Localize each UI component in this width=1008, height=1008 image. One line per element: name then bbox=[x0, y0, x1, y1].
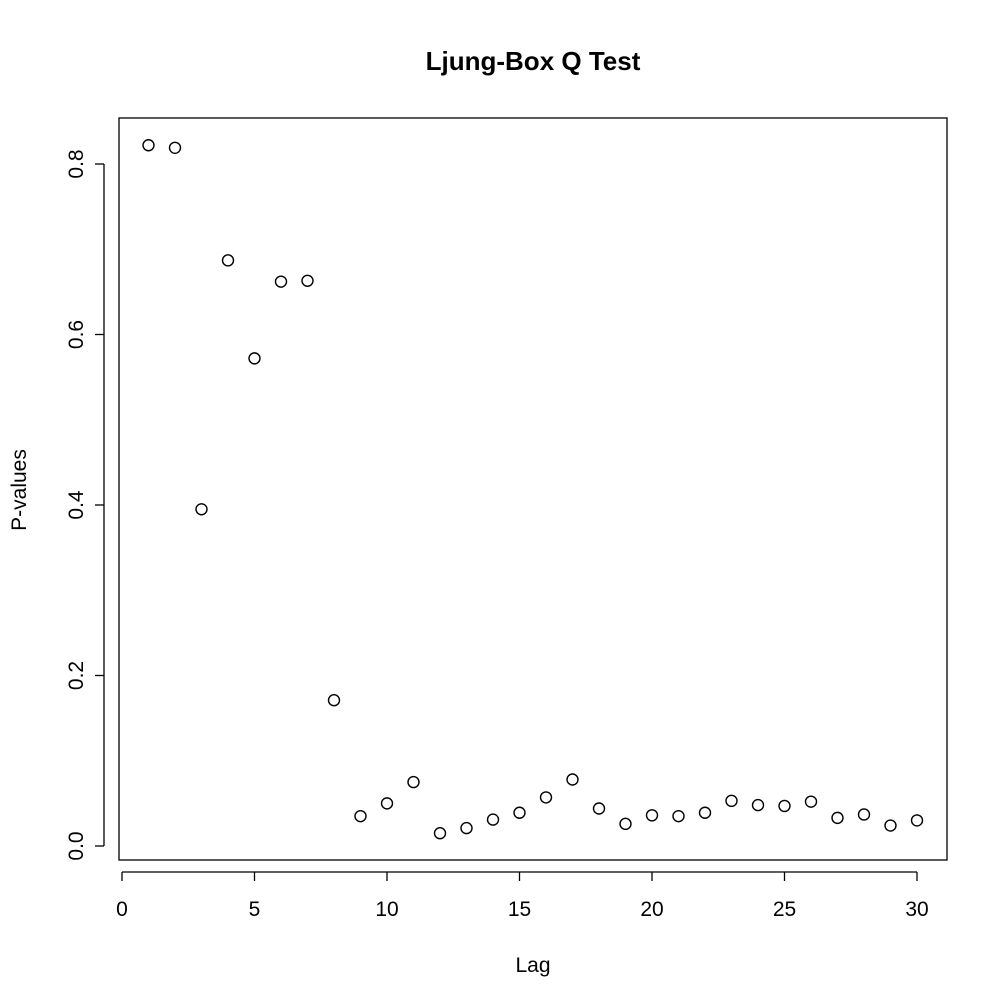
data-point bbox=[566, 773, 579, 786]
y-axis-label: P-values bbox=[8, 449, 31, 531]
data-point bbox=[486, 813, 500, 826]
y-tick-label: 0.4 bbox=[65, 490, 88, 520]
data-point bbox=[857, 808, 871, 821]
data-point bbox=[195, 503, 208, 516]
data-point bbox=[301, 274, 314, 287]
data-point bbox=[884, 819, 897, 832]
data-point bbox=[380, 797, 394, 810]
data-point bbox=[168, 141, 182, 155]
data-point bbox=[221, 254, 235, 267]
data-point bbox=[592, 802, 606, 815]
chart-title: Ljung-Box Q Test bbox=[426, 46, 641, 76]
x-tick-label: 15 bbox=[508, 898, 531, 921]
data-point bbox=[751, 798, 765, 812]
data-point bbox=[910, 814, 924, 827]
data-point bbox=[513, 806, 526, 819]
y-tick-label: 0.2 bbox=[65, 661, 88, 690]
data-point bbox=[778, 799, 791, 813]
data-point bbox=[645, 809, 659, 822]
x-tick-label: 5 bbox=[249, 898, 261, 921]
data-point bbox=[248, 352, 261, 365]
x-tick-label: 20 bbox=[640, 898, 663, 921]
data-point bbox=[619, 817, 632, 831]
y-axis: 0.0 0.2 0.4 0.6 0.8 bbox=[65, 149, 105, 861]
plot-frame bbox=[118, 117, 948, 861]
y-tick-label: 0.0 bbox=[65, 831, 88, 860]
data-point bbox=[725, 794, 738, 808]
data-point bbox=[831, 811, 844, 825]
x-axis-label: Lag bbox=[515, 954, 550, 977]
data-point bbox=[539, 791, 553, 804]
data-point bbox=[672, 809, 685, 823]
x-tick-label: 0 bbox=[116, 898, 128, 921]
data-point bbox=[433, 827, 447, 840]
y-tick-label: 0.6 bbox=[65, 320, 88, 349]
x-tick-label: 30 bbox=[905, 898, 928, 921]
data-point bbox=[354, 809, 367, 823]
x-axis: 0 5 10 15 20 25 30 bbox=[116, 871, 929, 921]
data-point bbox=[327, 694, 341, 707]
x-tick-label: 10 bbox=[375, 898, 398, 921]
data-point bbox=[804, 795, 818, 808]
data-point bbox=[407, 775, 420, 789]
data-point bbox=[698, 806, 712, 819]
data-point bbox=[460, 821, 473, 835]
data-points bbox=[142, 139, 924, 840]
data-point bbox=[274, 275, 288, 288]
y-tick-label: 0.8 bbox=[65, 149, 88, 178]
x-tick-label: 25 bbox=[773, 898, 796, 921]
data-point bbox=[142, 139, 155, 152]
